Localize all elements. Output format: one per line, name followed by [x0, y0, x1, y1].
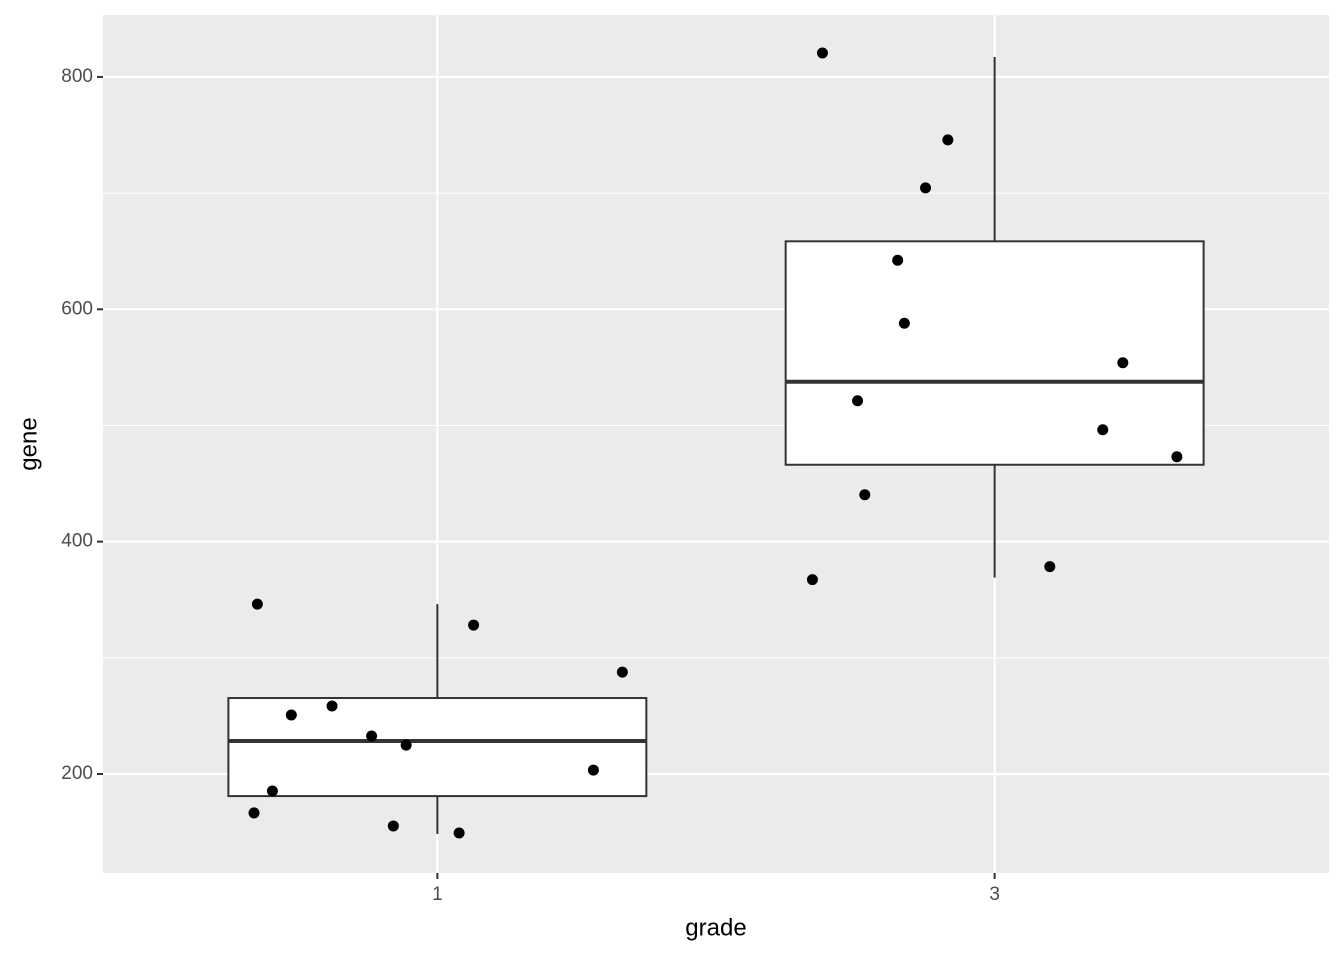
point: [326, 700, 338, 712]
point: [285, 709, 297, 721]
point: [1044, 561, 1056, 573]
point: [1171, 451, 1183, 463]
point: [616, 666, 628, 678]
point: [366, 730, 378, 742]
point: [266, 785, 278, 797]
y-tick-label: 200: [61, 763, 93, 784]
point: [892, 254, 904, 266]
point: [251, 598, 263, 610]
y-tick-label: 400: [61, 531, 93, 552]
point: [468, 619, 480, 631]
box: [227, 697, 648, 798]
point: [387, 820, 399, 832]
x-tick-label: 1: [432, 884, 443, 905]
point: [816, 47, 828, 59]
point: [852, 395, 864, 407]
point: [1117, 357, 1129, 369]
point: [920, 182, 932, 194]
x-tick-label: 3: [989, 884, 1000, 905]
y-axis-title: gene: [15, 417, 42, 470]
box: [784, 240, 1205, 466]
point: [400, 739, 412, 751]
point: [248, 807, 260, 819]
point: [587, 764, 599, 776]
point: [806, 574, 818, 586]
point: [859, 489, 871, 501]
point: [1097, 424, 1109, 436]
y-tick-label: 600: [61, 298, 93, 319]
y-tick-label: 800: [61, 66, 93, 87]
point: [898, 317, 910, 329]
marks: [227, 47, 1205, 839]
x-axis-title: grade: [685, 914, 746, 941]
point: [942, 134, 954, 146]
point: [453, 827, 465, 839]
